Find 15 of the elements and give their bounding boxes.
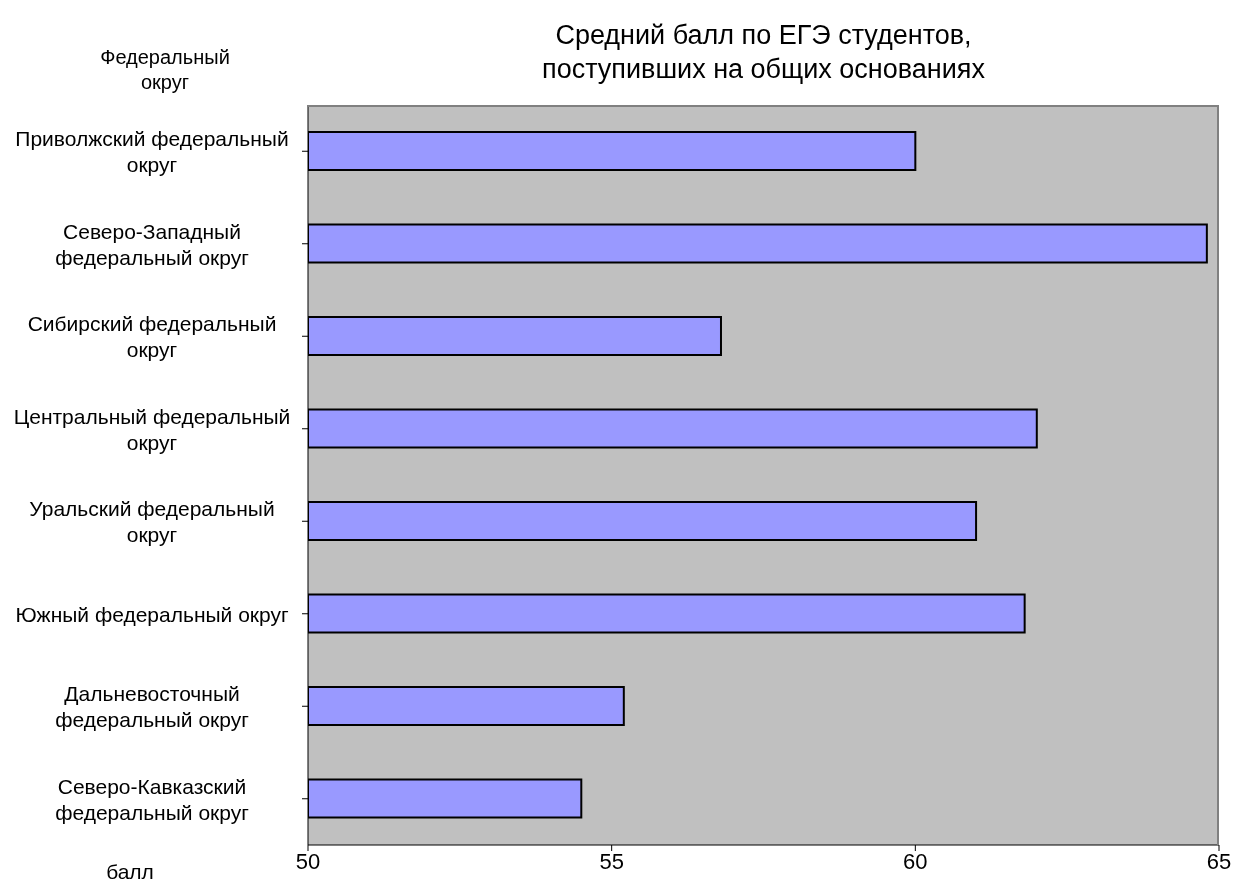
y-tick-label: Сибирский федеральный округ — [27, 311, 277, 361]
x-tick-label: 50 — [295, 848, 321, 874]
x-tick-label: 55 — [599, 848, 624, 874]
x-tick-label: 65 — [1206, 848, 1232, 874]
x-axis-title: балл — [105, 860, 155, 884]
y-tick-label: Дальневосточный федеральный округ — [55, 681, 250, 731]
y-tick-label: Уральский федеральный округ — [29, 496, 275, 546]
y-tick-label: Северо-Западный федеральный округ — [55, 219, 250, 269]
y-tick-label: Северо-Кавказский федеральный округ — [55, 774, 250, 824]
y-tick-label: Приволжский федеральный округ — [15, 126, 289, 176]
y-tick-label: Южный федеральный округ — [15, 602, 289, 626]
y-tick-label: Центральный федеральный округ — [13, 404, 291, 454]
y-axis-title: Федеральный округ — [99, 45, 231, 95]
chart-title: Средний балл по ЕГЭ студентов, поступивших на общих основаниях — [541, 19, 986, 86]
x-tick-label: 60 — [903, 848, 928, 874]
